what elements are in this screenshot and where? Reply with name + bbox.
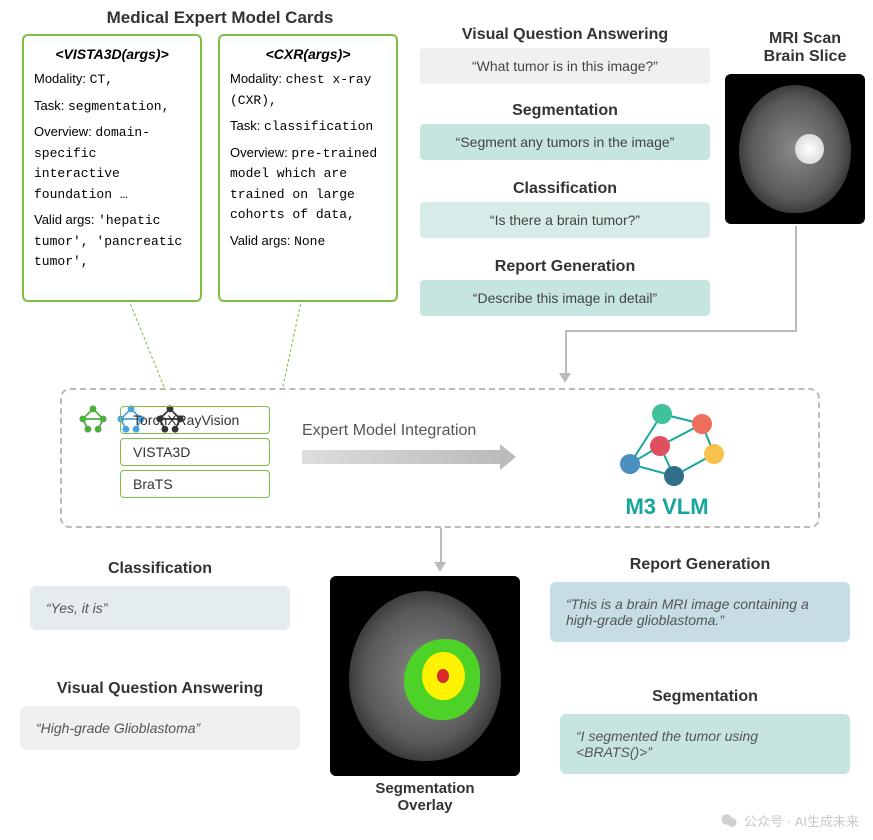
output-title: Classification xyxy=(30,560,290,578)
mri-scan-image xyxy=(725,74,865,224)
output-classification: Classification “Yes, it is” xyxy=(30,560,290,630)
model-chip: TorchXRayVision xyxy=(120,406,270,434)
m3-vlm-label: M3 VLM xyxy=(592,494,742,520)
task-title: Report Generation xyxy=(420,258,710,276)
output-segmentation: Segmentation “I segmented the tumor usin… xyxy=(560,688,850,774)
task-report: Report Generation “Describe this image i… xyxy=(420,258,710,316)
output-vqa: Visual Question Answering “High-grade Gl… xyxy=(20,680,300,750)
model-chip: VISTA3D xyxy=(120,438,270,466)
integration-panel: TorchXRayVision VISTA3D BraTS Expert Mod… xyxy=(60,388,820,528)
task-segmentation: Segmentation “Segment any tumors in the … xyxy=(420,102,710,160)
task-vqa: Visual Question Answering “What tumor is… xyxy=(420,26,710,84)
output-title: Report Generation xyxy=(550,556,850,574)
watermark: 公众号 · AI生成未来 xyxy=(720,811,859,830)
model-chips: TorchXRayVision VISTA3D BraTS xyxy=(120,402,270,502)
task-title: Classification xyxy=(420,180,710,198)
arrow-line xyxy=(440,528,442,564)
wechat-icon xyxy=(720,812,738,830)
task-title: Visual Question Answering xyxy=(420,26,710,44)
segmentation-overlay-image xyxy=(330,576,520,776)
output-report: Report Generation “This is a brain MRI i… xyxy=(550,556,850,642)
card-field: Overview: domain-specific interactive fo… xyxy=(34,122,190,204)
arrowhead-icon xyxy=(434,562,446,572)
model-card-vista3d: <VISTA3D(args)> Modality: CT, Task: segm… xyxy=(22,34,202,302)
integration-label: Expert Model Integration xyxy=(302,422,476,440)
model-chip: BraTS xyxy=(120,470,270,498)
mri-title: MRI Scan Brain Slice xyxy=(745,30,865,66)
network-icon xyxy=(76,402,110,436)
card-field: Task: segmentation, xyxy=(34,96,190,117)
brain-shape xyxy=(739,85,851,213)
task-text: “Segment any tumors in the image” xyxy=(420,124,710,160)
output-title: Segmentation xyxy=(560,688,850,706)
arrow-line xyxy=(565,330,795,332)
m3-vlm-icon xyxy=(602,396,732,492)
output-title: Visual Question Answering xyxy=(20,680,300,698)
cards-title: Medical Expert Model Cards xyxy=(70,8,370,28)
card-field: Modality: CT, xyxy=(34,69,190,90)
tumor-region xyxy=(795,134,824,165)
output-text: “High-grade Glioblastoma” xyxy=(20,706,300,750)
card-head: <CXR(args)> xyxy=(230,44,386,65)
card-field: Modality: chest x-ray (CXR), xyxy=(230,69,386,110)
brain-shape xyxy=(349,591,501,761)
watermark-text: 公众号 · AI生成未来 xyxy=(744,811,859,830)
arrow-right-icon xyxy=(302,450,502,464)
overlay-label: Segmentation Overlay xyxy=(330,780,520,814)
arrow-line xyxy=(795,226,797,332)
task-text: “Describe this image in detail” xyxy=(420,280,710,316)
output-text: “I segmented the tumor using <BRATS()>” xyxy=(560,714,850,774)
model-card-cxr: <CXR(args)> Modality: chest x-ray (CXR),… xyxy=(218,34,398,302)
arrowhead-icon xyxy=(559,373,571,383)
task-text: “What tumor is in this image?” xyxy=(420,48,710,84)
task-title: Segmentation xyxy=(420,102,710,120)
card-head: <VISTA3D(args)> xyxy=(34,44,190,65)
card-field: Valid args: 'hepatic tumor', 'pancreatic… xyxy=(34,210,190,272)
output-text: “This is a brain MRI image containing a … xyxy=(550,582,850,642)
task-classification: Classification “Is there a brain tumor?” xyxy=(420,180,710,238)
card-field: Task: classification xyxy=(230,116,386,137)
task-text: “Is there a brain tumor?” xyxy=(420,202,710,238)
arrow-line xyxy=(565,330,567,375)
card-field: Valid args: None xyxy=(230,231,386,252)
output-text: “Yes, it is” xyxy=(30,586,290,630)
card-field: Overview: pre-trained model which are tr… xyxy=(230,143,386,225)
